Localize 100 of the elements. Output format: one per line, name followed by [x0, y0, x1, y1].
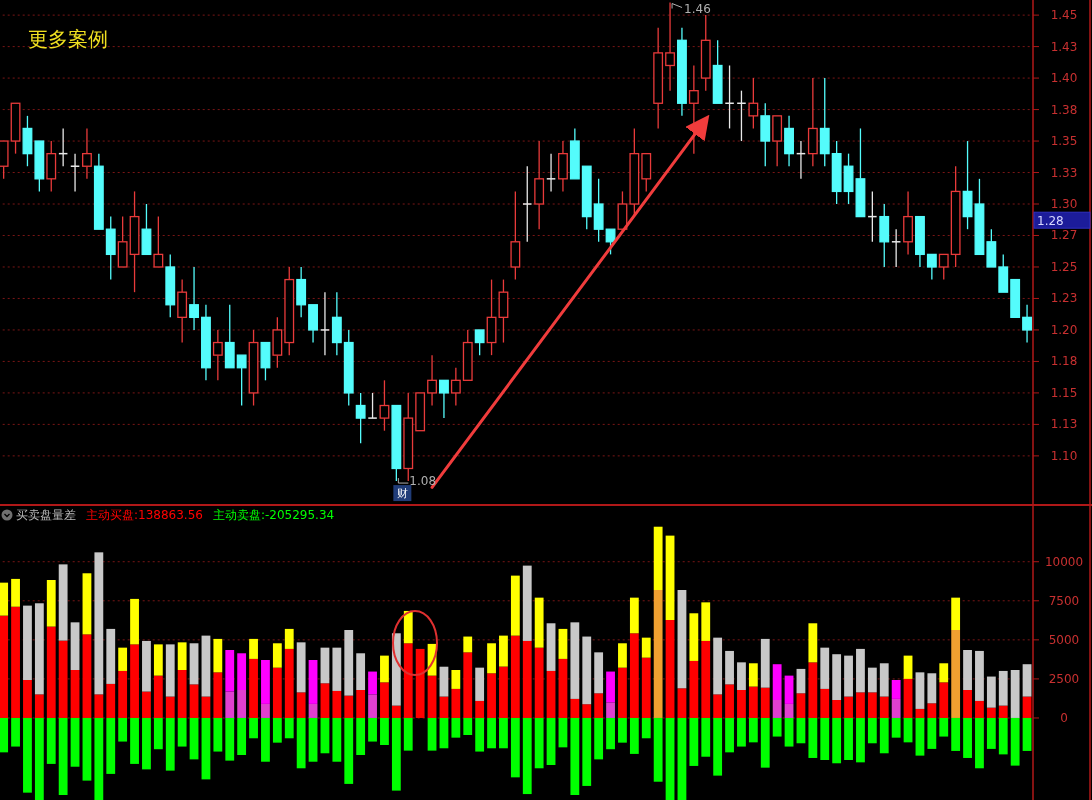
candlestick — [546, 152, 557, 193]
bar — [510, 717, 520, 778]
bar — [46, 626, 56, 718]
bar — [963, 650, 972, 690]
bar — [641, 637, 651, 658]
y-tick-label: 1.33 — [1050, 165, 1078, 180]
bar — [475, 717, 485, 752]
candlestick — [189, 266, 199, 331]
bar — [118, 647, 128, 671]
y-tick-label: 1.45 — [1050, 8, 1078, 23]
bar — [737, 690, 746, 718]
y-tick-label: 1.40 — [1050, 71, 1078, 86]
bar — [58, 640, 68, 718]
bar — [844, 696, 853, 718]
bar — [249, 638, 258, 659]
bar — [11, 578, 20, 607]
bar — [344, 695, 354, 718]
bar — [46, 717, 56, 764]
bar — [427, 675, 437, 718]
candlestick — [903, 190, 913, 256]
bar — [606, 717, 615, 750]
bar — [558, 717, 568, 748]
bar — [142, 717, 151, 770]
bar — [225, 691, 235, 718]
text: 1.28 — [1037, 214, 1064, 229]
bar — [546, 717, 556, 765]
bar — [534, 647, 544, 718]
bar — [760, 638, 770, 688]
bar — [510, 635, 520, 718]
bar — [284, 648, 294, 718]
candlestick — [522, 165, 533, 243]
annotation: 1.08 — [409, 474, 437, 489]
bar — [927, 673, 937, 704]
bar — [832, 700, 842, 718]
bar — [284, 628, 294, 649]
bar — [356, 690, 366, 718]
y-tick-label: 1.15 — [1050, 385, 1078, 400]
bar — [701, 640, 711, 718]
bar — [177, 670, 187, 718]
bar — [808, 623, 818, 663]
bar — [261, 703, 270, 718]
bar — [903, 655, 913, 679]
bar — [725, 684, 734, 718]
bar — [499, 635, 508, 667]
bar — [891, 717, 901, 738]
bar — [665, 535, 675, 620]
bar — [760, 687, 770, 718]
bar — [403, 717, 413, 751]
bar — [296, 717, 306, 769]
bar — [106, 717, 116, 774]
bar — [261, 660, 270, 704]
bar — [475, 667, 485, 701]
bar — [820, 717, 830, 760]
bar — [522, 565, 532, 641]
bar — [499, 717, 508, 749]
y-tick-label: 1.10 — [1050, 448, 1078, 463]
bar — [403, 643, 413, 718]
y-tick-label: 5000 — [1048, 632, 1080, 647]
bar — [0, 717, 9, 753]
bar — [463, 717, 473, 735]
bar — [546, 623, 556, 671]
bar — [296, 642, 306, 693]
bar — [629, 597, 639, 634]
candlestick — [558, 140, 568, 193]
bar — [11, 606, 20, 718]
bar — [380, 717, 389, 745]
bar — [629, 633, 639, 718]
bar — [153, 675, 163, 718]
bar — [820, 647, 830, 689]
bar — [570, 717, 580, 795]
bar — [225, 650, 235, 692]
bar — [665, 717, 675, 800]
bar — [748, 663, 758, 687]
bar — [915, 708, 925, 718]
bar — [879, 717, 889, 754]
bar — [332, 717, 342, 762]
bar — [356, 653, 366, 690]
bar — [772, 700, 782, 718]
bar — [272, 667, 282, 718]
bar — [201, 717, 211, 780]
bar — [689, 660, 699, 718]
bar — [46, 580, 56, 627]
bar — [130, 717, 139, 764]
bar — [70, 717, 80, 767]
bar — [784, 675, 794, 704]
bar — [891, 680, 901, 699]
candlestick — [70, 152, 81, 193]
bar — [820, 688, 830, 718]
bar — [808, 662, 818, 718]
bar — [165, 717, 175, 771]
candlestick — [653, 27, 664, 130]
bar — [582, 717, 592, 786]
bar — [641, 657, 651, 718]
bar — [475, 700, 485, 718]
annotation: 财 — [396, 487, 408, 501]
candlestick — [427, 354, 437, 407]
y-tick-label: 10000 — [1044, 554, 1084, 569]
bar — [725, 650, 734, 685]
bar — [998, 670, 1008, 706]
bar — [308, 660, 318, 704]
